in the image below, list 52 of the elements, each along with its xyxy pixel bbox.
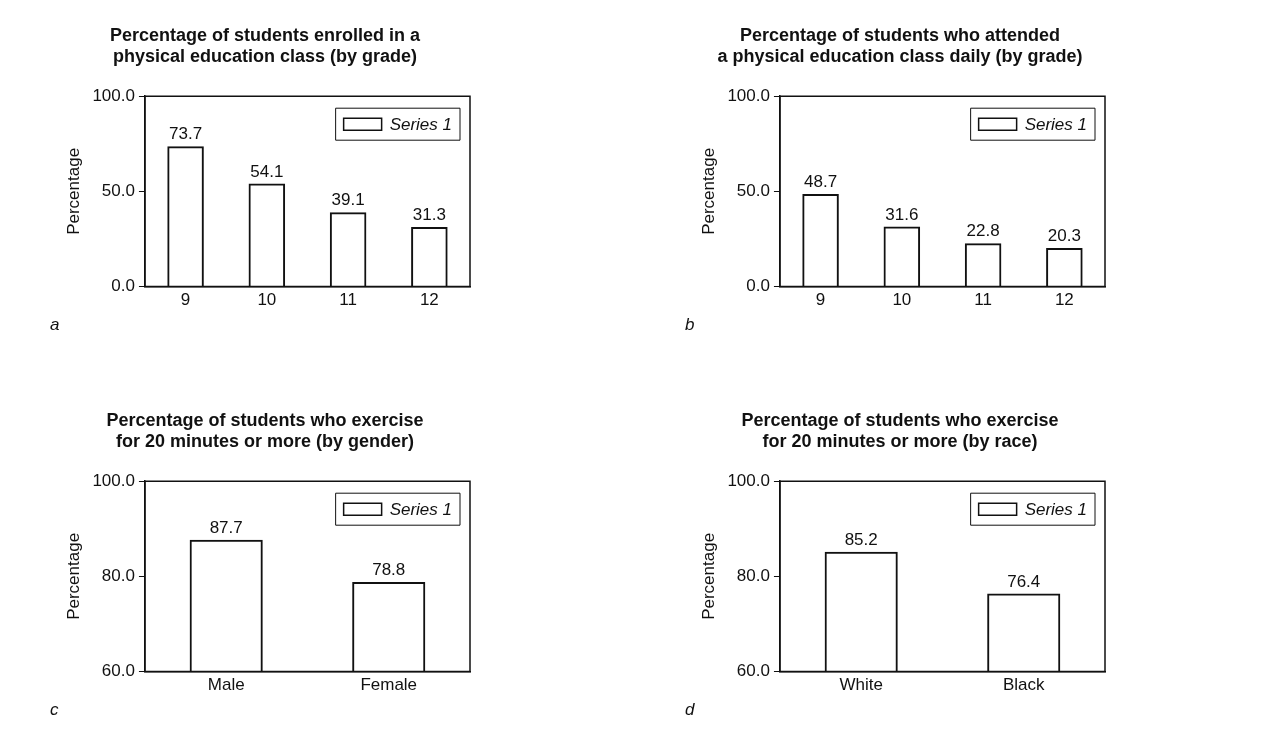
y-tick-label: 100.0 (92, 85, 135, 105)
data-label: 73.7 (169, 124, 203, 144)
y-tick-label: 60.0 (101, 661, 135, 681)
data-label: 20.3 (1047, 226, 1081, 246)
chart-title: Percentage of students enrolled in a physical education class (by grade) (109, 24, 422, 67)
y-tick-label: 100.0 (92, 470, 135, 490)
y-axis-title: Percentage (63, 147, 83, 235)
chart-title: Percentage of students who attended a physical education class daily (by grade) (717, 24, 1083, 67)
data-label: 78.8 (372, 560, 406, 580)
y-tick-label: 0.0 (111, 276, 135, 296)
x-tick-label: 11 (339, 290, 357, 310)
legend-label: Series 1 (389, 114, 453, 134)
x-tick-label: 11 (974, 290, 992, 310)
x-tick-label: Male (207, 675, 245, 695)
x-tick-label: Female (360, 675, 418, 695)
y-tick-label: 60.0 (736, 661, 770, 681)
x-tick-label: 9 (815, 290, 826, 310)
data-label: 54.1 (250, 161, 284, 181)
x-tick-label: 12 (1054, 290, 1074, 310)
text: d (685, 700, 695, 720)
y-axis-title: Percentage (698, 147, 718, 235)
y-axis-title: Percentage (63, 532, 83, 620)
y-tick-label: 0.0 (746, 276, 770, 296)
data-label: 31.6 (885, 204, 919, 224)
data-label: 31.3 (412, 205, 446, 225)
y-tick-label: 80.0 (101, 566, 135, 586)
data-label: 87.7 (209, 517, 243, 537)
y-tick-label: 50.0 (101, 181, 135, 201)
data-label: 76.4 (1007, 571, 1041, 591)
y-axis-title: Percentage (698, 532, 718, 620)
y-tick-label: 80.0 (736, 566, 770, 586)
y-tick-label: 50.0 (736, 181, 770, 201)
x-tick-label: 12 (419, 290, 439, 310)
legend-label: Series 1 (1024, 499, 1088, 519)
chart-title: Percentage of students who exercise for 20 minutes or more (by gender) (106, 409, 424, 452)
y-tick-label: 100.0 (727, 470, 770, 490)
text: c (50, 700, 59, 720)
chart-title: Percentage of students who exercise for 20 minutes or more (by race) (741, 409, 1059, 452)
x-tick-label: 9 (180, 290, 191, 310)
legend-label: Series 1 (1024, 114, 1088, 134)
data-label: 85.2 (844, 529, 878, 549)
data-label: 39.1 (331, 190, 365, 210)
legend-label: Series 1 (389, 499, 453, 519)
data-label: 48.7 (804, 172, 838, 192)
text: b (685, 315, 695, 335)
x-tick-label: Black (1002, 675, 1046, 695)
text: a (50, 315, 60, 335)
x-tick-label: White (839, 675, 883, 695)
x-tick-label: 10 (257, 290, 277, 310)
x-tick-label: 10 (892, 290, 912, 310)
data-label: 22.8 (966, 221, 1000, 241)
y-tick-label: 100.0 (727, 85, 770, 105)
